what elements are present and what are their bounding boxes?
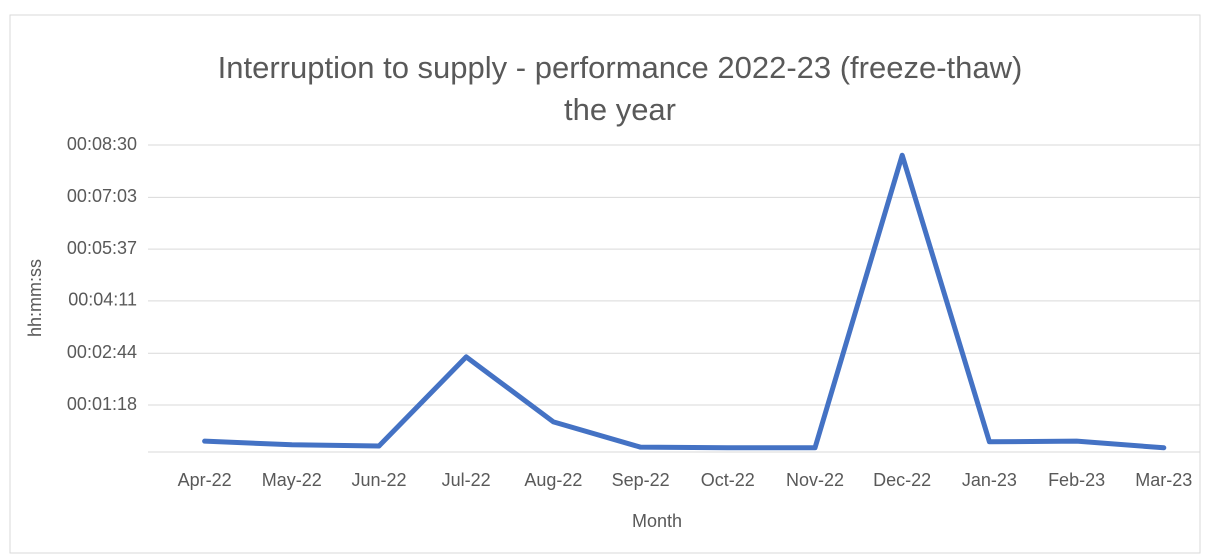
x-tick-label: Feb-23 bbox=[1048, 470, 1105, 490]
x-tick-label: Apr-22 bbox=[178, 470, 232, 490]
chart-title: the year bbox=[564, 92, 676, 127]
line-series bbox=[202, 152, 1167, 451]
chart-border bbox=[9, 14, 1201, 554]
y-tick-label: 00:02:44 bbox=[67, 342, 137, 362]
x-tick-label: May-22 bbox=[262, 470, 322, 490]
y-tick-label: 00:08:30 bbox=[67, 134, 137, 154]
x-tick-label: Mar-23 bbox=[1135, 470, 1192, 490]
x-tick-label: Dec-22 bbox=[873, 470, 931, 490]
y-tick-label: 00:01:18 bbox=[67, 394, 137, 414]
y-axis-label: hh:mm:ss bbox=[25, 259, 45, 337]
x-axis-label: Month bbox=[632, 511, 682, 531]
x-tick-label: Sep-22 bbox=[612, 470, 670, 490]
x-tick-label: Oct-22 bbox=[701, 470, 755, 490]
x-tick-label: Nov-22 bbox=[786, 470, 844, 490]
x-tick-label: Jan-23 bbox=[962, 470, 1017, 490]
chart-title: Interruption to supply - performance 202… bbox=[218, 50, 1023, 85]
y-tick-label: 00:04:11 bbox=[68, 290, 137, 310]
x-tick-label: Jul-22 bbox=[442, 470, 491, 490]
y-tick-label: 00:07:03 bbox=[67, 186, 137, 206]
y-tick-label: 00:05:37 bbox=[67, 238, 137, 258]
x-tick-label: Aug-22 bbox=[524, 470, 582, 490]
x-tick-label: Jun-22 bbox=[351, 470, 406, 490]
